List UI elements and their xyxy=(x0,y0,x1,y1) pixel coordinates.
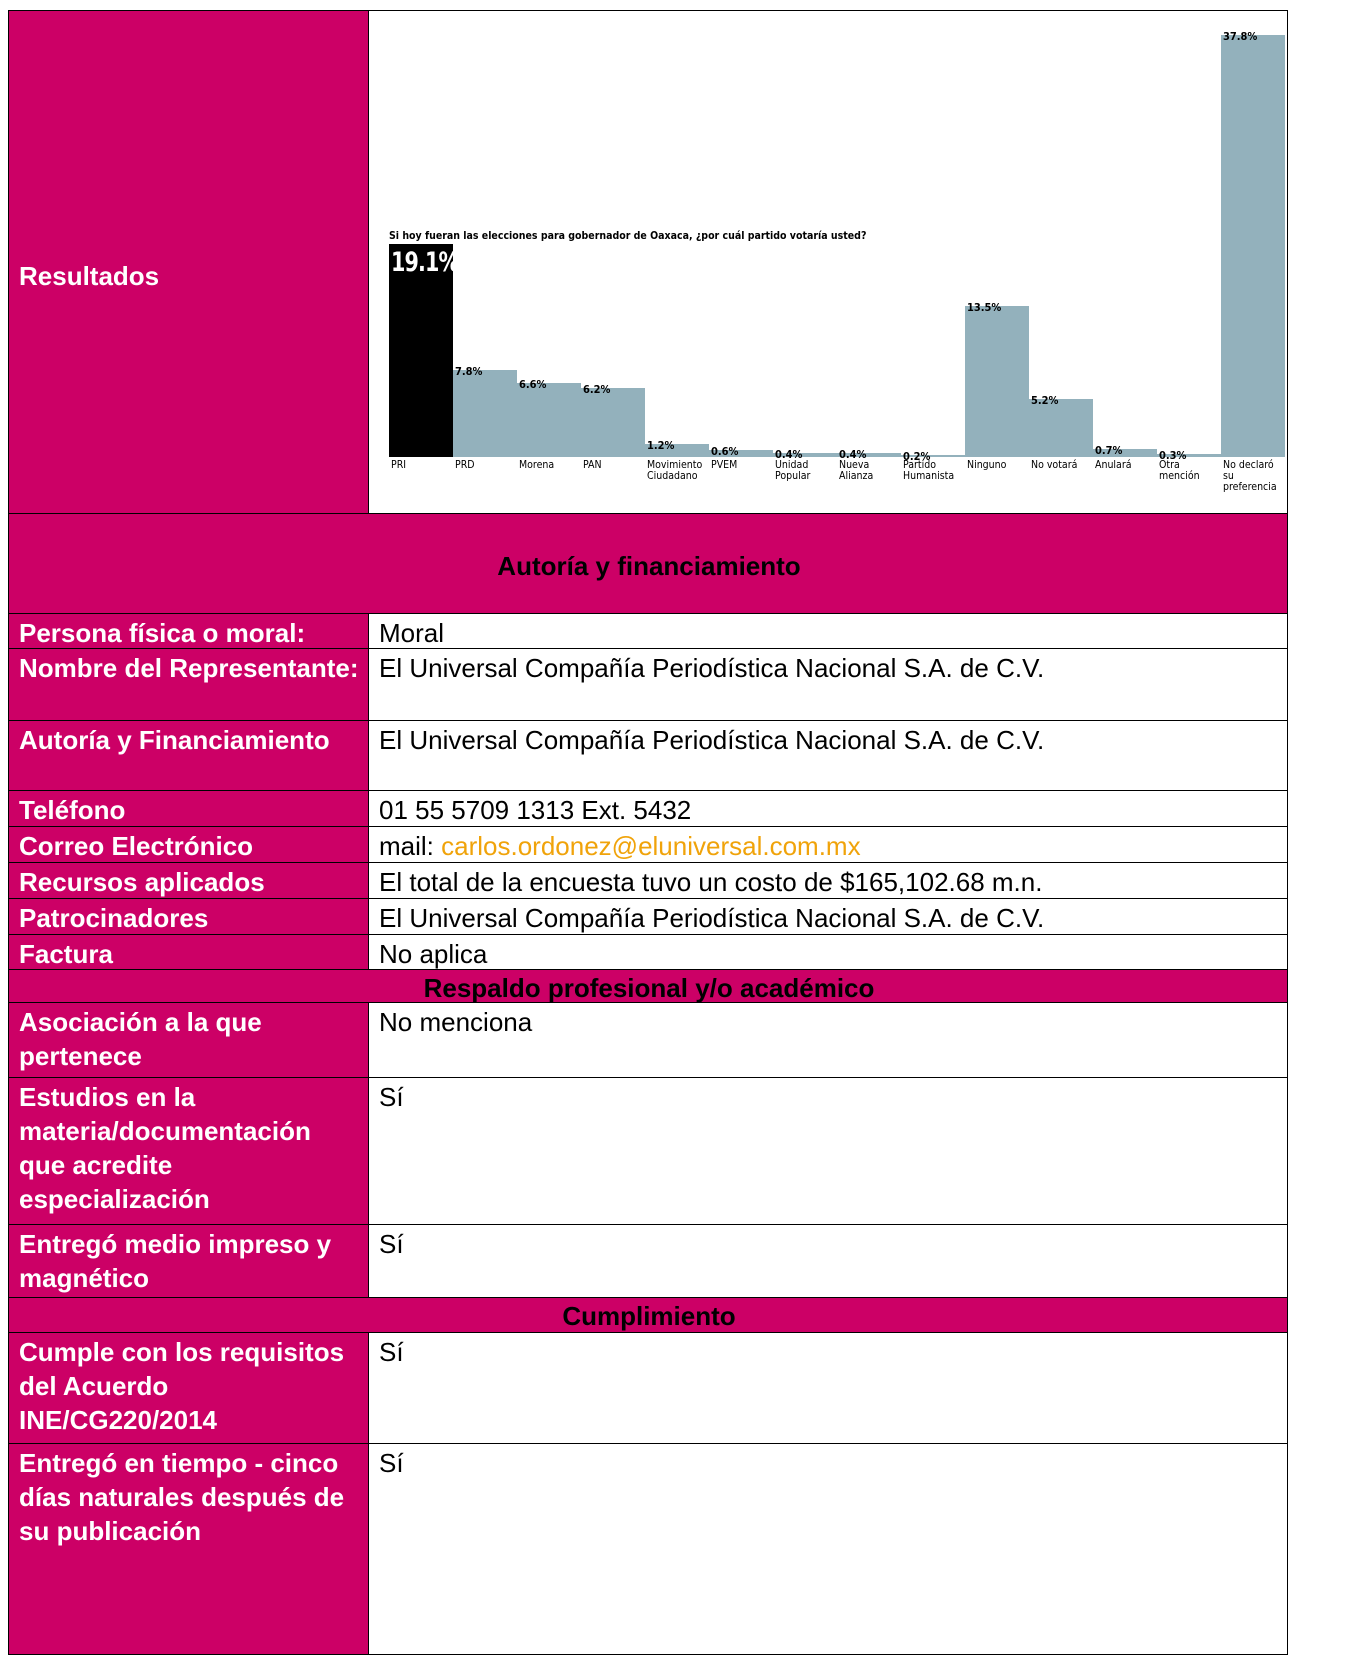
category-label: Anulará xyxy=(1095,459,1132,471)
value-text: No menciona xyxy=(379,1007,533,1037)
bar xyxy=(1157,453,1221,457)
row-label: Correo Electrónico xyxy=(8,826,369,863)
data-label: 5.2% xyxy=(1031,393,1059,407)
row-label: Nombre del Representante: xyxy=(8,648,369,721)
data-label: 0.4% xyxy=(775,447,803,461)
row-label: Persona física o moral: xyxy=(8,613,369,649)
section-header: Respaldo profesional y/o académico xyxy=(8,969,1288,1003)
category-label: PRD xyxy=(455,459,475,471)
bar xyxy=(901,454,965,457)
row-label: Estudios en la materia/documentación que… xyxy=(8,1077,369,1225)
bar xyxy=(837,452,901,457)
value-text: El Universal Compañía Periodística Nacio… xyxy=(379,725,1045,755)
category-label: PAN xyxy=(583,459,602,471)
value-text: Sí xyxy=(379,1337,404,1367)
data-label: 0.2% xyxy=(903,449,931,463)
row-label: Entregó medio impreso y magnético xyxy=(8,1224,369,1298)
category-label: Movimiento Ciudadano xyxy=(647,459,703,482)
value-text: No aplica xyxy=(379,939,488,969)
value-text: Sí xyxy=(379,1448,404,1478)
row-value: Moral xyxy=(368,613,1288,649)
category-label: No declaró su preferencia xyxy=(1223,459,1277,493)
row-value: Sí xyxy=(368,1077,1288,1225)
row-label: Factura xyxy=(8,934,369,970)
data-label: 1.2% xyxy=(647,438,675,452)
row-value: Sí xyxy=(368,1224,1288,1298)
row-label: Patrocinadores xyxy=(8,898,369,935)
data-label: 0.4% xyxy=(839,447,867,461)
category-label: Unidad Popular xyxy=(775,459,811,482)
data-label: 6.2% xyxy=(583,382,611,396)
section-header: Cumplimiento xyxy=(8,1297,1288,1333)
value-text: Sí xyxy=(379,1229,404,1259)
data-label: 0.3% xyxy=(1159,448,1187,462)
chart-cell: Si hoy fueran las elecciones para gobern… xyxy=(368,10,1288,514)
row-label: Entregó en tiempo - cinco días naturales… xyxy=(8,1443,369,1655)
row-value: El Universal Compañía Periodística Nacio… xyxy=(368,898,1288,935)
row-label: Cumple con los requisitos del Acuerdo IN… xyxy=(8,1332,369,1444)
value-text: El total de la encuesta tuvo un costo de… xyxy=(379,867,1043,897)
value-text: Sí xyxy=(379,1082,404,1112)
value-text: El Universal Compañía Periodística Nacio… xyxy=(379,903,1045,933)
bar xyxy=(517,383,581,457)
chart-title: Si hoy fueran las elecciones para gobern… xyxy=(389,230,867,242)
category-label: Ninguno xyxy=(967,459,1007,471)
value-text: El Universal Compañía Periodística Nacio… xyxy=(379,653,1045,683)
category-label: PVEM xyxy=(711,459,738,471)
bar xyxy=(1221,35,1285,457)
bar xyxy=(389,243,453,457)
row-value: No aplica xyxy=(368,934,1288,970)
row-value: El Universal Compañía Periodística Nacio… xyxy=(368,720,1288,791)
email-link[interactable]: carlos.ordonez@eluniversal.com.mx xyxy=(441,831,861,861)
category-label: Otra mención xyxy=(1159,459,1200,482)
row-value: El total de la encuesta tuvo un costo de… xyxy=(368,862,1288,899)
bar xyxy=(581,387,645,457)
bar xyxy=(1029,398,1093,457)
row-value: Sí xyxy=(368,1332,1288,1444)
section-header: Autoría y financiamiento xyxy=(8,513,1288,614)
category-label: No votará xyxy=(1031,459,1078,471)
data-label: 0.7% xyxy=(1095,444,1123,458)
row-label: Autoría y Financiamiento xyxy=(8,720,369,791)
bar xyxy=(1093,449,1157,457)
row-value: El Universal Compañía Periodística Nacio… xyxy=(368,648,1288,721)
data-label: 13.5% xyxy=(967,301,1002,315)
value-text: 01 55 5709 1313 Ext. 5432 xyxy=(379,795,692,825)
row-value: 01 55 5709 1313 Ext. 5432 xyxy=(368,790,1288,827)
bar xyxy=(773,452,837,457)
bar xyxy=(453,369,517,457)
category-label: PRI xyxy=(391,459,407,471)
data-label: 6.6% xyxy=(519,378,547,392)
row-label: Teléfono xyxy=(8,790,369,827)
row-value: mail: carlos.ordonez@eluniversal.com.mx xyxy=(368,826,1288,863)
bar xyxy=(645,443,709,457)
category-label: Morena xyxy=(519,459,555,471)
bar xyxy=(709,450,773,457)
label-cell: Resultados xyxy=(8,10,369,514)
data-label: 0.6% xyxy=(711,445,739,459)
row-value: No menciona xyxy=(368,1002,1288,1078)
value-text: Moral xyxy=(379,618,445,648)
category-label: Nueva Alianza xyxy=(839,459,874,482)
data-label: 37.8% xyxy=(1223,30,1258,43)
data-label: 19.1% xyxy=(391,246,459,278)
row-label: Asociación a la que pertenece xyxy=(8,1002,369,1078)
row-value: Sí xyxy=(368,1443,1288,1655)
value-text: mail: xyxy=(379,831,434,861)
row-label: Recursos aplicados xyxy=(8,862,369,899)
data-label: 7.8% xyxy=(455,364,483,378)
bar xyxy=(965,306,1029,457)
category-label: Partido Humanista xyxy=(903,459,955,482)
